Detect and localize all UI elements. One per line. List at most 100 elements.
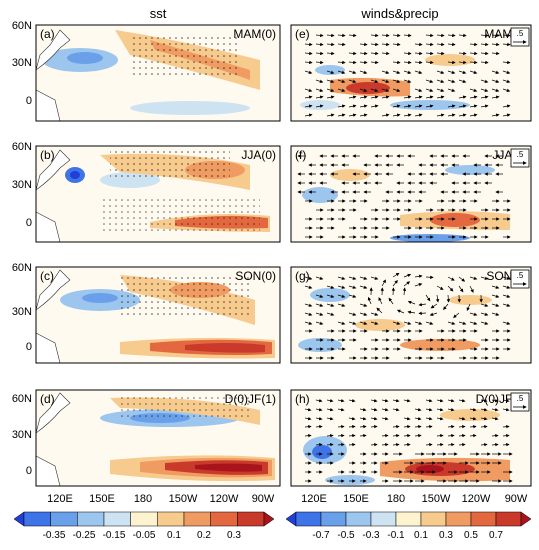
panel-h: (h) D(0)JF(1) xyxy=(290,389,532,487)
wind-vector xyxy=(502,113,511,117)
wind-vector xyxy=(469,285,474,293)
wind-vector xyxy=(425,79,434,83)
wind-vector xyxy=(480,51,489,56)
wind-vector xyxy=(414,274,423,279)
wind-vector xyxy=(304,104,313,108)
wind-vector xyxy=(491,42,500,47)
wind-vector xyxy=(407,300,416,305)
wind-vector xyxy=(392,442,400,447)
svg-text:.5: .5 xyxy=(517,29,524,38)
wind-vector xyxy=(491,88,500,92)
wind-vector xyxy=(315,321,324,325)
wind-vector xyxy=(315,79,324,83)
wind-vector xyxy=(348,60,357,65)
wind-vector xyxy=(480,60,489,65)
wind-vector xyxy=(502,321,511,325)
panel-season: SON(0) xyxy=(235,269,276,283)
wind-vector xyxy=(304,276,313,280)
wind-vector xyxy=(359,285,368,289)
reference-vector-box: .5 xyxy=(510,392,530,412)
wind-vector xyxy=(458,60,467,65)
wind-vector xyxy=(348,398,356,403)
wind-vector xyxy=(337,33,346,38)
wind-vector xyxy=(458,285,464,293)
wind-vector xyxy=(348,95,357,99)
wind-vector xyxy=(418,302,427,307)
wind-vector xyxy=(502,294,511,298)
wind-vector xyxy=(359,51,368,56)
wind-vector xyxy=(447,42,456,47)
wind-vector xyxy=(378,297,383,305)
lat-tick-label: 30N xyxy=(12,179,32,191)
wind-vector xyxy=(359,321,368,325)
colorbar-segment xyxy=(210,511,238,527)
wind-vector xyxy=(381,79,390,83)
wind-vector xyxy=(453,312,460,318)
wind-vector xyxy=(502,433,510,438)
wind-vector xyxy=(348,113,357,117)
wind-vector xyxy=(458,70,467,74)
wind-vector xyxy=(436,88,445,92)
wind-vector xyxy=(315,416,323,421)
wind-vector xyxy=(326,442,334,447)
wind-vector xyxy=(480,416,488,421)
wind-vector xyxy=(370,321,379,325)
wind-vector xyxy=(502,42,511,47)
wind-vector xyxy=(414,42,423,47)
wind-vector xyxy=(469,104,478,108)
colorbar-label: -0.3 xyxy=(362,530,380,541)
wind-vector xyxy=(425,294,431,302)
colorbar-label: -0.05 xyxy=(133,530,156,541)
wind-vector xyxy=(480,407,488,412)
wind-vector xyxy=(414,95,423,99)
colorbar-segment xyxy=(263,511,275,527)
wind-vector xyxy=(403,442,411,447)
wind-vector xyxy=(359,88,368,92)
wind-vector xyxy=(348,321,357,325)
wind-vector xyxy=(304,312,313,316)
wind-vector xyxy=(326,303,335,307)
wind-vector xyxy=(381,407,389,412)
wind-vector xyxy=(326,416,334,421)
panel-g: (g) SON(0) xyxy=(290,266,532,364)
wind-vector xyxy=(367,296,372,305)
wind-vector xyxy=(502,33,511,38)
wind-vector xyxy=(458,95,467,99)
panel-letter: (h) xyxy=(295,392,310,406)
wind-vector xyxy=(447,433,455,438)
wind-vector xyxy=(480,303,489,307)
wind-vector xyxy=(337,433,345,438)
wind-vector xyxy=(381,33,390,38)
wind-vector xyxy=(425,95,434,99)
wind-vector xyxy=(491,294,500,298)
wind-vector xyxy=(502,407,510,412)
wind-vector xyxy=(348,433,356,438)
svg-text:.5: .5 xyxy=(517,271,524,280)
wind-vector xyxy=(435,294,440,303)
wind-vector xyxy=(425,88,434,92)
wind-vector xyxy=(370,312,379,316)
colorbar-label: 0.7 xyxy=(489,530,503,541)
wind-vector xyxy=(370,407,378,412)
wind-vector xyxy=(480,79,489,83)
colorbar-segment xyxy=(13,511,25,527)
colorbar-segment xyxy=(495,511,522,527)
lon-tick-label: 120W xyxy=(210,493,239,505)
wind-vector xyxy=(436,42,445,47)
wind-vector xyxy=(337,60,346,65)
lat-tick-label: 30N xyxy=(12,429,32,441)
wind-vector xyxy=(381,416,389,421)
colorbar-segment xyxy=(103,511,131,527)
wind-vector xyxy=(403,79,412,83)
right-column-title: winds&precip xyxy=(360,6,438,21)
wind-vector xyxy=(447,60,456,65)
wind-vector xyxy=(370,60,379,65)
wind-vector xyxy=(414,433,422,438)
wind-vector xyxy=(337,88,346,92)
wind-vector xyxy=(403,281,411,287)
wind-vector xyxy=(348,33,357,38)
wind-vector xyxy=(359,312,368,316)
wind-vector xyxy=(436,95,445,99)
lon-tick-label: 150E xyxy=(343,493,369,505)
wind-vector xyxy=(370,424,378,429)
